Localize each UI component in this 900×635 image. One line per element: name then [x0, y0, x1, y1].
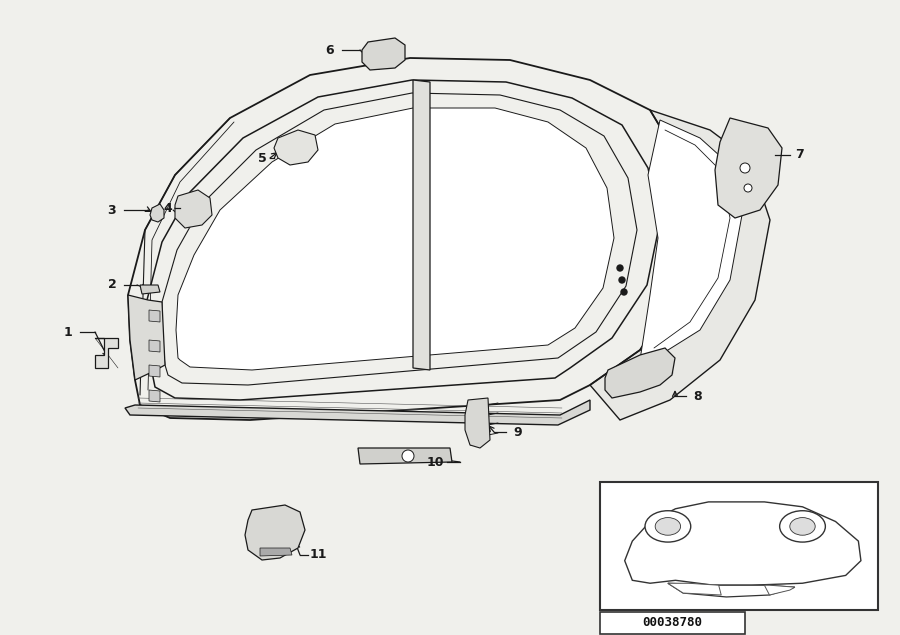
Polygon shape — [128, 295, 165, 380]
Circle shape — [402, 450, 414, 462]
Polygon shape — [358, 448, 452, 464]
Polygon shape — [149, 310, 160, 322]
Text: 5: 5 — [257, 152, 266, 164]
Polygon shape — [175, 190, 212, 228]
Circle shape — [619, 277, 625, 283]
Ellipse shape — [655, 518, 680, 535]
Polygon shape — [274, 130, 318, 165]
Polygon shape — [590, 110, 770, 420]
Text: 10: 10 — [427, 455, 444, 469]
Text: 1: 1 — [64, 326, 72, 338]
Ellipse shape — [645, 511, 690, 542]
Ellipse shape — [790, 518, 815, 535]
Polygon shape — [668, 583, 721, 595]
Polygon shape — [95, 338, 118, 368]
Text: 7: 7 — [796, 149, 805, 161]
Circle shape — [621, 289, 627, 295]
Text: 9: 9 — [514, 425, 522, 439]
Text: 11: 11 — [310, 549, 327, 561]
Polygon shape — [413, 80, 430, 370]
Circle shape — [744, 184, 752, 192]
Polygon shape — [715, 118, 782, 218]
Polygon shape — [260, 548, 292, 556]
Polygon shape — [668, 583, 795, 597]
Polygon shape — [125, 400, 590, 425]
Polygon shape — [625, 502, 861, 585]
FancyBboxPatch shape — [600, 612, 744, 634]
Polygon shape — [362, 38, 405, 70]
Polygon shape — [150, 204, 164, 222]
Text: 8: 8 — [694, 389, 702, 403]
Text: 6: 6 — [326, 44, 334, 57]
Text: 2: 2 — [108, 279, 116, 291]
Ellipse shape — [779, 511, 825, 542]
Polygon shape — [149, 340, 160, 352]
Polygon shape — [149, 365, 160, 377]
Polygon shape — [176, 108, 614, 370]
Polygon shape — [465, 398, 490, 448]
Circle shape — [740, 163, 750, 173]
Polygon shape — [245, 505, 305, 560]
Polygon shape — [149, 390, 160, 402]
Text: 4: 4 — [164, 201, 173, 215]
Text: 00038780: 00038780 — [643, 617, 702, 629]
Polygon shape — [600, 482, 878, 610]
Circle shape — [617, 265, 623, 271]
Polygon shape — [140, 285, 160, 294]
Polygon shape — [640, 120, 742, 360]
Text: 3: 3 — [108, 203, 116, 217]
Polygon shape — [605, 348, 675, 398]
Polygon shape — [764, 585, 795, 595]
